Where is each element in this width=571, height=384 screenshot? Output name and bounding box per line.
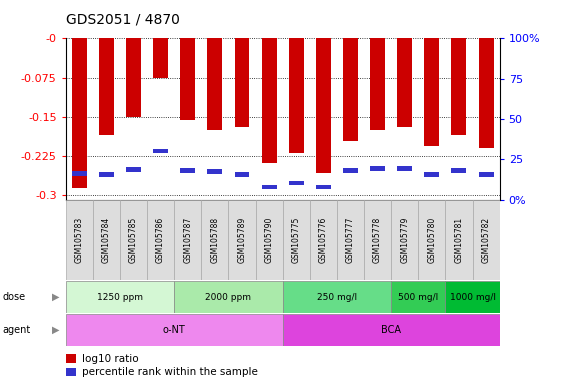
Bar — [99, 38, 114, 135]
Bar — [235, 38, 250, 127]
Text: 1250 ppm: 1250 ppm — [97, 293, 143, 302]
Text: ▶: ▶ — [53, 325, 60, 335]
Bar — [99, 172, 114, 177]
Text: o-NT: o-NT — [163, 325, 186, 335]
Bar — [478, 38, 493, 148]
Bar — [343, 38, 358, 141]
Bar — [424, 172, 439, 177]
Text: percentile rank within the sample: percentile rank within the sample — [82, 367, 258, 377]
Text: GSM105777: GSM105777 — [346, 217, 355, 263]
Text: GSM105776: GSM105776 — [319, 217, 328, 263]
Text: BCA: BCA — [381, 325, 401, 335]
Bar — [283, 314, 500, 346]
Bar — [445, 281, 500, 313]
Bar — [147, 200, 174, 280]
Bar — [289, 38, 304, 152]
Text: GSM105775: GSM105775 — [292, 217, 301, 263]
Text: GSM105786: GSM105786 — [156, 217, 165, 263]
Bar — [202, 200, 228, 280]
Text: dose: dose — [3, 292, 26, 302]
Text: GSM105780: GSM105780 — [427, 217, 436, 263]
Bar — [397, 38, 412, 127]
Bar — [370, 38, 385, 130]
Bar — [262, 38, 276, 163]
Bar — [228, 200, 255, 280]
Bar — [126, 167, 141, 172]
Bar — [473, 200, 500, 280]
Bar — [180, 38, 195, 119]
Text: GSM105781: GSM105781 — [455, 217, 464, 263]
Text: GSM105778: GSM105778 — [373, 217, 382, 263]
Text: 2000 ppm: 2000 ppm — [206, 293, 251, 302]
Bar — [452, 168, 467, 173]
Bar — [72, 171, 87, 176]
Text: GSM105789: GSM105789 — [238, 217, 247, 263]
Text: 1000 mg/l: 1000 mg/l — [449, 293, 496, 302]
Bar — [316, 185, 331, 189]
Bar — [153, 149, 168, 153]
Text: ▶: ▶ — [53, 292, 60, 302]
Text: GSM105785: GSM105785 — [129, 217, 138, 263]
Text: GSM105783: GSM105783 — [75, 217, 84, 263]
Bar — [397, 166, 412, 170]
Text: GSM105784: GSM105784 — [102, 217, 111, 263]
Bar — [343, 168, 358, 173]
Text: agent: agent — [3, 325, 31, 335]
Bar — [283, 281, 391, 313]
Bar — [72, 38, 87, 188]
Bar — [207, 169, 222, 174]
Bar — [391, 200, 418, 280]
Text: GSM105779: GSM105779 — [400, 217, 409, 263]
Bar — [174, 200, 202, 280]
Bar — [180, 168, 195, 173]
Bar — [452, 38, 467, 135]
Bar — [337, 200, 364, 280]
Bar — [418, 200, 445, 280]
Bar — [391, 281, 445, 313]
Bar — [93, 200, 120, 280]
Bar — [255, 200, 283, 280]
Text: GSM105790: GSM105790 — [264, 217, 274, 263]
Text: GSM105782: GSM105782 — [481, 217, 490, 263]
Bar — [370, 166, 385, 170]
Bar — [120, 200, 147, 280]
Bar — [289, 180, 304, 185]
Bar — [66, 281, 174, 313]
Bar — [66, 200, 93, 280]
Bar — [445, 200, 473, 280]
Bar — [309, 200, 337, 280]
Text: GSM105788: GSM105788 — [210, 217, 219, 263]
Bar — [207, 38, 222, 130]
Bar — [478, 172, 493, 177]
Bar — [283, 200, 309, 280]
Text: 250 mg/l: 250 mg/l — [317, 293, 357, 302]
Bar — [235, 172, 250, 177]
Bar — [66, 314, 283, 346]
Bar — [153, 38, 168, 78]
Bar — [316, 38, 331, 174]
Bar — [126, 38, 141, 117]
Bar — [174, 281, 283, 313]
Bar — [262, 185, 276, 189]
Bar — [424, 38, 439, 146]
Bar — [364, 200, 391, 280]
Text: GDS2051 / 4870: GDS2051 / 4870 — [66, 13, 179, 27]
Text: 500 mg/l: 500 mg/l — [398, 293, 439, 302]
Text: log10 ratio: log10 ratio — [82, 354, 138, 364]
Text: GSM105787: GSM105787 — [183, 217, 192, 263]
